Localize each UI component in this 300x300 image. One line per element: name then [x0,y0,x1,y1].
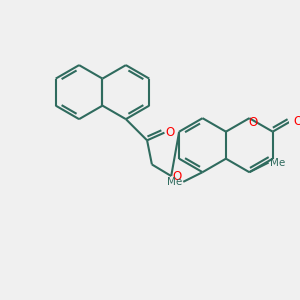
Text: O: O [166,126,175,139]
Text: O: O [249,116,258,128]
Text: Me: Me [270,158,285,167]
Text: Me: Me [167,177,182,187]
Text: O: O [293,115,300,128]
Text: O: O [172,169,182,182]
